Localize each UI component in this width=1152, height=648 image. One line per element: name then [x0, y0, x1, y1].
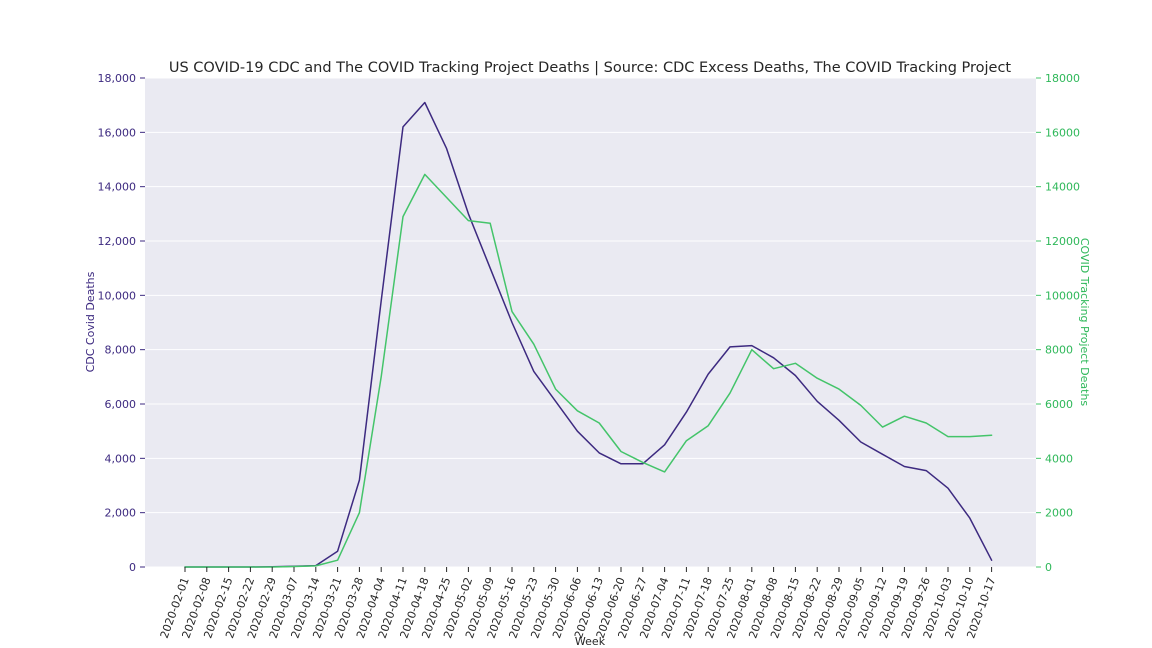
series-line-covid-tracking-project [184, 173, 993, 568]
x-axis-label: Week [575, 635, 606, 648]
gridlines [145, 77, 1036, 568]
x-axis-ticks: 2020-02-012020-02-082020-02-152020-02-22… [158, 567, 998, 640]
y-right-tick-label: 4000 [1045, 452, 1073, 465]
y-left-tick-label: 18,000 [98, 72, 137, 85]
y-right-tick-label: 14000 [1045, 181, 1080, 194]
y-axis-left-label: CDC Covid Deaths [84, 271, 97, 372]
y-right-tick-label: 2000 [1045, 507, 1073, 520]
y-left-tick-label: 14,000 [98, 181, 137, 194]
series-layer [184, 101, 993, 568]
y-left-tick-label: 0 [129, 561, 136, 574]
plot-area-background [145, 78, 1036, 567]
left-axis-ticks: 0 2,000 4,000 6,000 8,000 10,000 12,000 14,000 1… [98, 72, 145, 574]
y-left-tick-label: 6,000 [105, 398, 137, 411]
y-right-tick-label: 12000 [1045, 235, 1080, 248]
y-right-tick-label: 16000 [1045, 126, 1080, 139]
chart-title: US COVID-19 CDC and The COVID Tracking P… [169, 60, 1012, 76]
y-left-tick-label: 8,000 [105, 344, 137, 357]
y-left-tick-label: 2,000 [105, 507, 137, 520]
y-right-tick-label: 0 [1045, 561, 1052, 574]
right-axis-ticks: 0 2000 4000 6000 8000 10000 12000 14000 16000 180… [1036, 72, 1080, 574]
y-left-tick-label: 16,000 [98, 126, 137, 139]
y-right-tick-label: 10000 [1045, 289, 1080, 302]
y-left-tick-label: 12,000 [98, 235, 137, 248]
y-axis-right-label: COVID Tracking Project Deaths [1078, 238, 1091, 407]
y-right-tick-label: 8000 [1045, 344, 1073, 357]
y-right-tick-label: 6000 [1045, 398, 1073, 411]
y-left-tick-label: 4,000 [105, 452, 137, 465]
y-left-tick-label: 10,000 [98, 289, 137, 302]
y-right-tick-label: 18000 [1045, 72, 1080, 85]
series-line-cdc [184, 101, 993, 568]
